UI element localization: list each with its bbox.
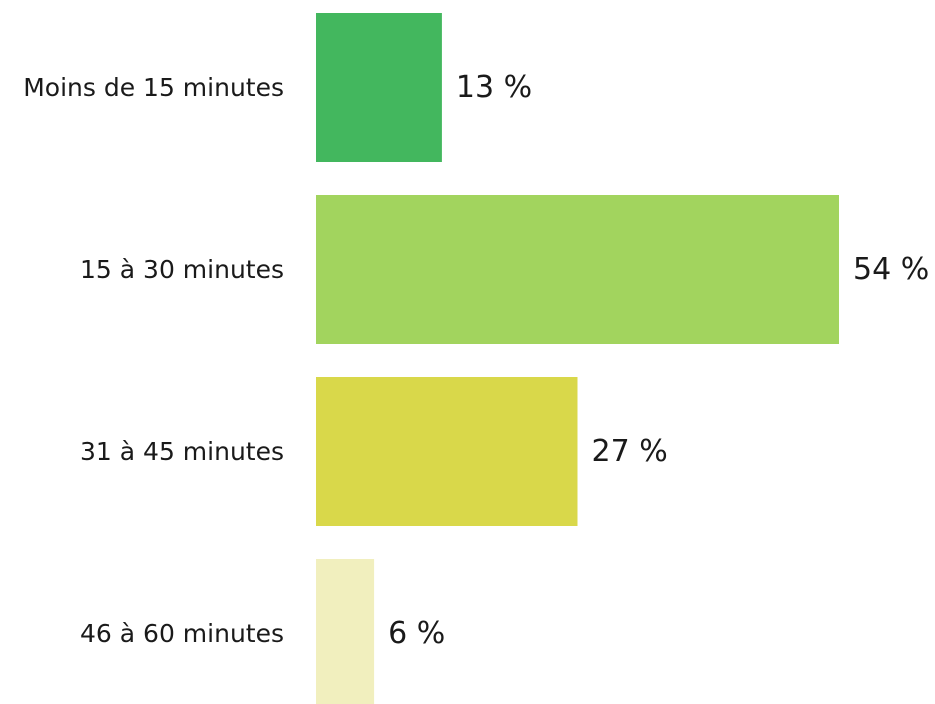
value-label: 6 % bbox=[388, 616, 445, 651]
value-label: 13 % bbox=[456, 70, 532, 105]
bar-group: 31 à 45 minutes 27 % bbox=[80, 377, 668, 526]
bars-layer: Moins de 15 minutes 13 % 15 à 30 minutes 54… bbox=[23, 13, 929, 704]
bar bbox=[316, 195, 839, 344]
bar-group: Moins de 15 minutes 13 % bbox=[23, 13, 532, 162]
value-label: 27 % bbox=[592, 434, 668, 469]
category-label: Moins de 15 minutes bbox=[23, 73, 284, 102]
bar-group: 15 à 30 minutes 54 % bbox=[80, 195, 929, 344]
bar bbox=[316, 559, 375, 704]
category-label: 46 à 60 minutes bbox=[80, 619, 284, 648]
bar-group: 46 à 60 minutes 6 % bbox=[80, 559, 445, 704]
bar bbox=[316, 13, 442, 162]
category-label: 15 à 30 minutes bbox=[80, 255, 284, 284]
value-label: 54 % bbox=[853, 252, 929, 287]
bar bbox=[316, 377, 578, 526]
category-label: 31 à 45 minutes bbox=[80, 437, 284, 466]
